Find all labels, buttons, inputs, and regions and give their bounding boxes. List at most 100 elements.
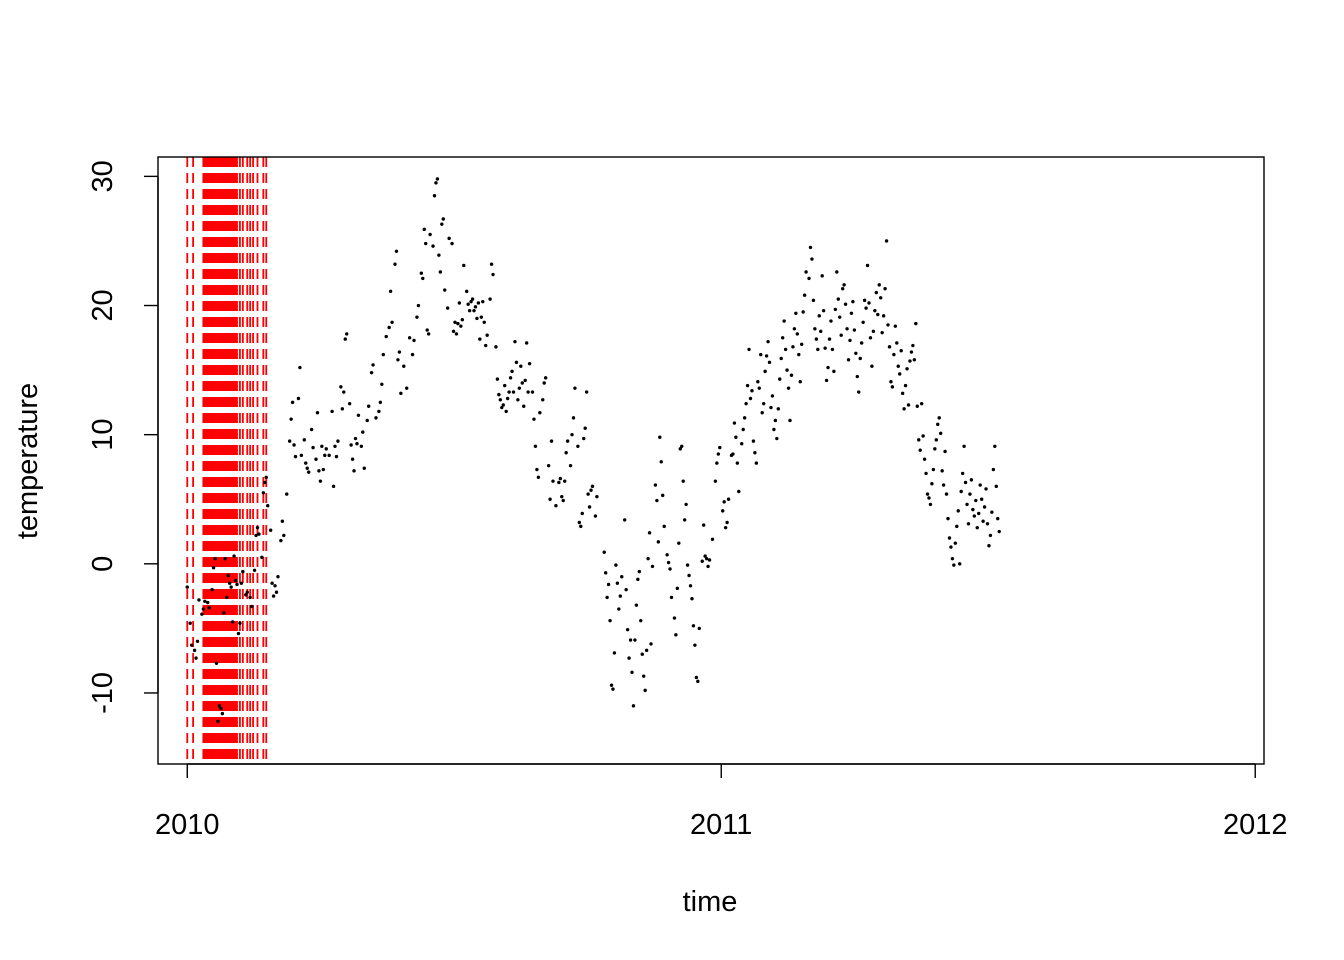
data-point bbox=[197, 598, 201, 602]
data-point bbox=[614, 563, 618, 567]
data-point bbox=[352, 469, 356, 473]
data-point bbox=[947, 536, 952, 540]
data-point bbox=[838, 315, 842, 319]
data-point bbox=[192, 648, 197, 653]
data-point bbox=[767, 360, 772, 365]
data-point bbox=[257, 532, 261, 536]
data-point bbox=[804, 270, 808, 274]
data-point bbox=[546, 463, 551, 468]
data-point bbox=[580, 511, 584, 516]
data-point bbox=[586, 492, 590, 496]
data-point bbox=[770, 394, 775, 398]
data-point bbox=[944, 492, 949, 496]
data-point bbox=[715, 461, 719, 465]
data-point bbox=[884, 239, 889, 243]
data-point bbox=[551, 479, 555, 483]
data-point bbox=[823, 346, 827, 350]
data-point bbox=[955, 524, 959, 529]
data-point bbox=[668, 567, 672, 571]
data-point bbox=[846, 358, 851, 362]
data-point bbox=[710, 537, 715, 541]
data-point bbox=[450, 241, 454, 246]
data-point bbox=[219, 706, 223, 711]
data-point bbox=[245, 590, 249, 594]
data-point bbox=[421, 276, 425, 281]
data-point bbox=[810, 257, 814, 261]
data-point bbox=[852, 328, 857, 332]
data-point bbox=[274, 590, 279, 594]
data-point bbox=[631, 704, 636, 708]
data-point bbox=[814, 337, 819, 341]
data-point bbox=[560, 494, 564, 499]
data-point bbox=[778, 377, 782, 381]
data-point bbox=[535, 467, 539, 472]
data-point bbox=[908, 359, 912, 363]
data-point bbox=[491, 272, 495, 277]
data-point bbox=[792, 327, 797, 331]
data-point bbox=[473, 305, 478, 309]
data-point bbox=[977, 511, 981, 516]
data-point bbox=[658, 435, 662, 439]
data-point bbox=[304, 461, 308, 465]
data-point bbox=[956, 509, 960, 513]
data-point bbox=[754, 461, 759, 465]
data-point bbox=[541, 398, 545, 402]
data-point bbox=[226, 573, 230, 578]
data-point bbox=[969, 478, 974, 482]
data-point bbox=[741, 427, 745, 432]
data-point bbox=[387, 325, 391, 330]
data-point bbox=[416, 303, 421, 308]
data-point bbox=[748, 396, 753, 401]
data-point bbox=[227, 581, 232, 585]
data-point bbox=[889, 380, 893, 384]
data-point bbox=[933, 447, 937, 451]
data-point bbox=[476, 301, 481, 305]
data-point bbox=[388, 289, 393, 294]
data-point bbox=[751, 439, 756, 443]
data-point bbox=[513, 339, 517, 344]
data-point bbox=[694, 675, 699, 680]
data-point bbox=[718, 445, 722, 450]
data-point bbox=[634, 603, 639, 607]
data-point bbox=[858, 356, 862, 361]
data-point bbox=[330, 409, 334, 414]
data-point bbox=[936, 422, 940, 427]
data-point bbox=[426, 332, 431, 336]
data-point bbox=[571, 416, 576, 420]
data-point bbox=[435, 177, 440, 181]
data-point bbox=[327, 453, 331, 458]
data-point bbox=[870, 364, 874, 368]
data-point bbox=[225, 595, 229, 600]
data-point bbox=[922, 457, 927, 461]
data-point bbox=[928, 502, 933, 507]
data-point bbox=[914, 321, 918, 326]
data-point bbox=[871, 329, 876, 334]
data-point bbox=[508, 376, 513, 380]
data-point bbox=[593, 514, 598, 518]
data-points bbox=[185, 177, 1001, 724]
data-point bbox=[742, 416, 747, 420]
marker-lines bbox=[186, 157, 268, 764]
data-point bbox=[643, 688, 647, 693]
data-point bbox=[832, 369, 836, 374]
data-point bbox=[681, 479, 685, 483]
data-point bbox=[965, 502, 969, 507]
data-point bbox=[946, 516, 950, 521]
data-point bbox=[672, 616, 677, 620]
data-point bbox=[826, 365, 830, 370]
data-point bbox=[501, 403, 505, 407]
data-point bbox=[557, 480, 561, 485]
data-point bbox=[422, 227, 426, 232]
data-point bbox=[721, 509, 725, 513]
data-point bbox=[877, 283, 881, 287]
data-point bbox=[960, 471, 965, 476]
data-point bbox=[355, 442, 359, 446]
data-point bbox=[456, 321, 460, 326]
data-point bbox=[311, 445, 315, 450]
data-point bbox=[827, 337, 832, 341]
data-point bbox=[390, 320, 394, 325]
data-point bbox=[424, 241, 428, 246]
data-point bbox=[318, 479, 323, 483]
data-point bbox=[447, 236, 451, 241]
data-point bbox=[271, 594, 276, 598]
